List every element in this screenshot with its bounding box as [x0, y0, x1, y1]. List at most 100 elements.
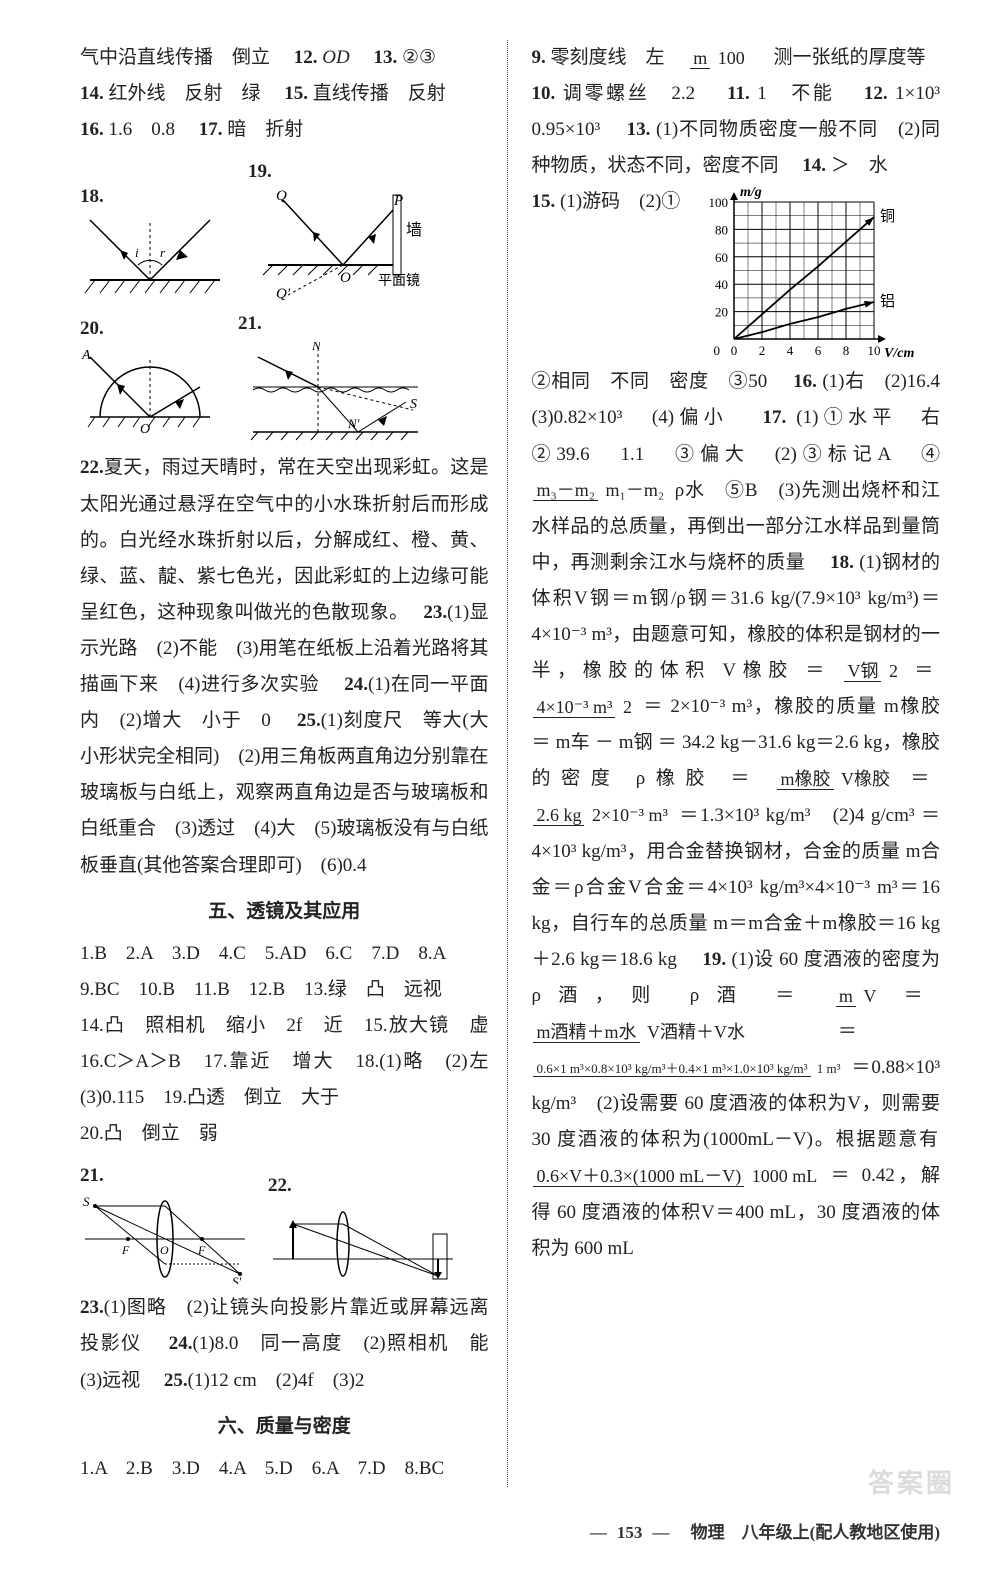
denominator: 2×10⁻³ m³	[589, 805, 671, 825]
lens-ray-diagram-icon: S F F O S'	[80, 1194, 250, 1284]
line: 20.凸 倒立 弱	[80, 1116, 489, 1152]
fraction: m V	[836, 987, 880, 1007]
text: ＞ 水	[831, 155, 888, 176]
text: 夏天，雨过天晴时，常在天空出现彩虹。这是太阳光通过悬浮在空气中的小水珠折射后而形…	[80, 457, 489, 622]
text: OD	[322, 47, 368, 68]
svg-text:铜: 铜	[880, 208, 895, 225]
text: 1.6 0.8	[109, 119, 195, 140]
page: 气中沿直线传播 倒立 12. OD 13. ②③ 14. 红外线 反射 绿 15…	[0, 0, 1000, 1517]
paragraph-22-25: 22.夏天，雨过天晴时，常在天空出现彩虹。这是太阳光通过悬浮在空气中的小水珠折射…	[80, 450, 489, 883]
line: 气中沿直线传播 倒立 12. OD 13. ②③	[80, 40, 489, 76]
paragraph-right-main: ②相同 不同 密度 ③50 16. (1)右 (2)16.4 (3)0.82×1…	[531, 364, 940, 1266]
text: 调零螺丝 2.2	[563, 83, 720, 104]
fraction: 2.6 kg 2×10⁻³ m³	[533, 806, 670, 826]
figure-18: 18. i r	[80, 179, 230, 300]
right-column: 9. 零刻度线 左 m 100 测一张纸的厚度等 10. 调零螺丝 2.2 11…	[509, 40, 940, 1487]
figure-21: 21.	[238, 306, 428, 442]
qnum: 25.	[164, 1370, 188, 1391]
fraction: 4×10⁻³ m³ 2	[533, 698, 634, 718]
svg-text:100: 100	[709, 195, 729, 210]
svg-text:i: i	[135, 245, 139, 260]
fig-label: 21.	[80, 1165, 104, 1186]
svg-text:S': S'	[232, 1274, 242, 1284]
qnum: 25.	[297, 710, 321, 731]
fig-label: 21.	[238, 313, 262, 334]
text: 气中沿直线传播 倒立	[80, 47, 289, 68]
fig-label: 20.	[80, 318, 104, 339]
denominator: 1000 mL	[749, 1166, 821, 1186]
fraction: 0.6×1 m³×0.8×10³ kg/m³＋0.4×1 m³×1.0×10³ …	[533, 1062, 843, 1076]
text: ＝	[914, 660, 940, 681]
qnum: 16.	[80, 119, 104, 140]
fig-label: 18.	[80, 186, 104, 207]
numerator: m酒精＋m水	[533, 1022, 639, 1043]
qnum: 23.	[80, 1297, 104, 1318]
text: ＝	[910, 768, 940, 789]
page-footer: —153— 物理 八年级上(配人教地区使用)	[0, 1517, 1000, 1569]
denominator: V	[860, 986, 879, 1006]
line: 15. (1)游码 (2)①	[531, 184, 681, 220]
numerator: 2.6 kg	[533, 805, 584, 826]
fraction: 0.6×V＋0.3×(1000 mL－V) 1000 mL	[533, 1167, 820, 1187]
numerator: 0.6×1 m³×0.8×10³ kg/m³＋0.4×1 m³×1.0×10³ …	[533, 1061, 810, 1077]
svg-text:墙: 墙	[406, 221, 422, 239]
svg-text:V/cm³: V/cm³	[884, 346, 914, 361]
paragraph-23-25b: 23.(1)图略 (2)让镜头向投影片靠近或屏幕远离投影仪 24.(1)8.0 …	[80, 1290, 489, 1398]
text: ＝1.3×10³ kg/m³ (2)4 g/cm³ ＝4×10³ kg/m³，用…	[531, 805, 940, 970]
qnum: 12.	[864, 83, 888, 104]
text: 红外线 反射 绿	[109, 83, 280, 104]
svg-text:S: S	[83, 1194, 90, 1209]
text: 零刻度线 左	[550, 47, 683, 68]
svg-text:O: O	[340, 270, 351, 286]
text: ＝	[838, 1021, 940, 1042]
qnum: 18.	[830, 552, 854, 573]
fraction: m橡胶 V橡胶	[777, 770, 893, 790]
svg-text:4: 4	[787, 343, 794, 358]
qnum: 14.	[80, 83, 104, 104]
svg-text:铝: 铝	[880, 293, 895, 310]
svg-text:2: 2	[759, 343, 766, 358]
svg-text:Q: Q	[276, 190, 287, 204]
denominator: m₁－m₂	[603, 480, 668, 500]
line: 1.A 2.B 3.D 4.A 5.D 6.A 7.D 8.BC	[80, 1451, 489, 1487]
qnum: 9.	[531, 47, 545, 68]
numerator: m₃－m₂	[533, 480, 598, 501]
qnum: 14.	[802, 155, 826, 176]
text: 直线传播 反射	[313, 83, 446, 104]
denominator: 100	[715, 48, 748, 68]
line: 1.B 2.A 3.D 4.C 5.AD 6.C 7.D 8.A	[80, 936, 489, 972]
svg-text:r: r	[160, 245, 166, 260]
svg-text:80: 80	[715, 223, 728, 238]
watermark: 答案圈	[868, 1459, 955, 1508]
fig-label: 22.	[268, 1175, 292, 1196]
fraction: V钢 2	[844, 662, 901, 682]
water-refraction-icon: N N' S	[238, 342, 428, 442]
svg-text:P: P	[393, 193, 403, 209]
qnum: 24.	[169, 1333, 193, 1354]
qnum: 22.	[80, 457, 104, 478]
qnum: 15.	[531, 191, 555, 212]
svg-text:20: 20	[715, 305, 728, 320]
numerator: m	[836, 986, 856, 1007]
svg-text:6: 6	[815, 343, 822, 358]
svg-text:0: 0	[714, 343, 721, 358]
numerator: 0.6×V＋0.3×(1000 mL－V)	[533, 1166, 744, 1187]
qnum: 15.	[284, 83, 308, 104]
lens-imaging-icon	[268, 1204, 458, 1284]
denominator: 2	[620, 697, 635, 717]
text: (1)刻度尺 等大(大小形状完全相同) (2)用三角板两直角边分别靠在玻璃板与白…	[80, 710, 489, 875]
figure-row-21b-22: 21. S F F O S'	[80, 1158, 489, 1284]
section-5-title: 五、透镜及其应用	[80, 894, 489, 930]
section-6-title: 六、质量与密度	[80, 1409, 489, 1445]
line: 14. 红外线 反射 绿 15. 直线传播 反射	[80, 76, 489, 112]
numerator: 4×10⁻³ m³	[533, 697, 615, 718]
svg-text:F: F	[121, 1243, 130, 1257]
denominator: V酒精＋V水	[644, 1022, 748, 1042]
figure-21b: 21. S F F O S'	[80, 1158, 250, 1284]
qnum: 17.	[762, 407, 786, 428]
svg-text:0: 0	[731, 343, 738, 358]
svg-text:Q': Q'	[276, 286, 291, 300]
left-column: 气中沿直线传播 倒立 12. OD 13. ②③ 14. 红外线 反射 绿 15…	[80, 40, 507, 1487]
svg-text:40: 40	[715, 278, 728, 293]
line: 14.凸 照相机 缩小 2f 近 15.放大镜 虚 16.C＞A＞B 17.靠近…	[80, 1008, 489, 1116]
